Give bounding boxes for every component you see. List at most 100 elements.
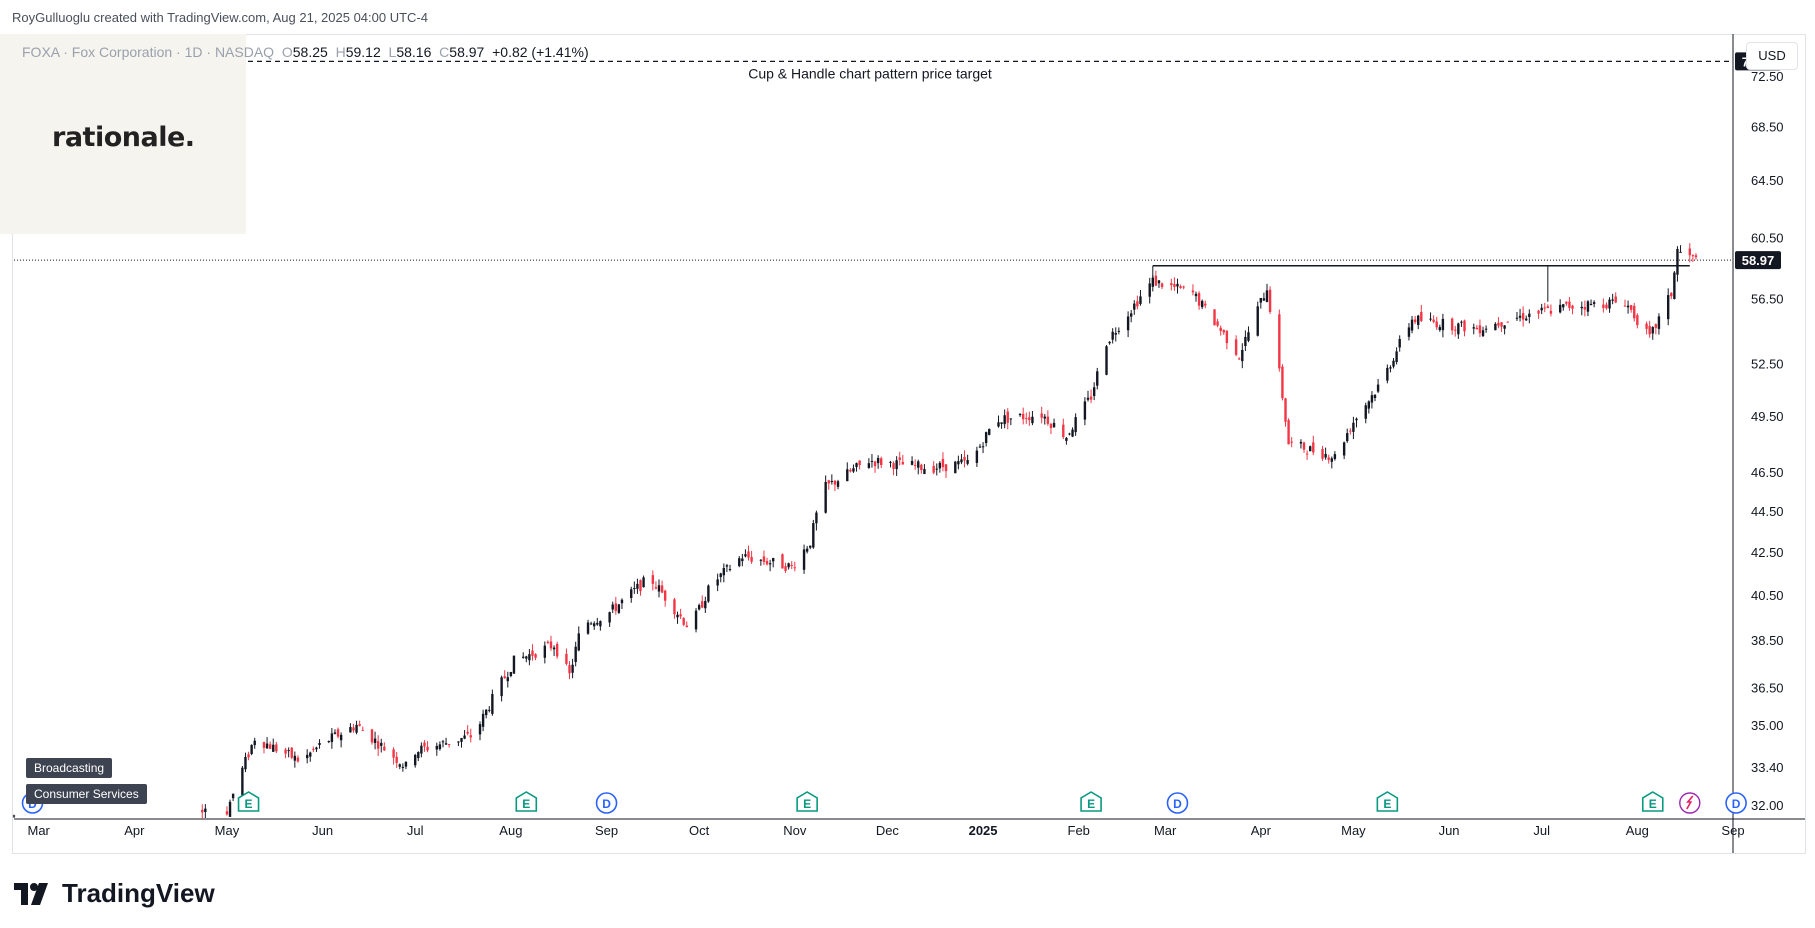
dividend-event-marker[interactable] — [1166, 792, 1189, 814]
candle-body — [1308, 446, 1312, 452]
candle-body — [1651, 327, 1654, 334]
candle-body — [228, 801, 232, 817]
candle-body — [1367, 401, 1371, 409]
candle-body — [1213, 309, 1216, 326]
candle-body — [954, 461, 957, 474]
candle-body — [1327, 457, 1330, 460]
candle-body — [250, 744, 253, 754]
candle-body — [404, 761, 408, 767]
candle-body — [722, 568, 726, 576]
candle-body — [932, 465, 935, 473]
price-tick-label: 38.50 — [1751, 633, 1784, 648]
candle-body — [633, 587, 636, 589]
candle-body — [1670, 292, 1673, 297]
industry-tag-consumer-services[interactable]: Consumer Services — [26, 784, 147, 804]
candle-body — [697, 605, 701, 610]
dividend-event-marker[interactable] — [595, 792, 618, 814]
candle-body — [272, 744, 275, 752]
candle-body — [1568, 301, 1571, 308]
time-tick-label: Sep — [595, 823, 618, 838]
candle-body — [663, 590, 667, 601]
candle-body — [917, 461, 920, 468]
tradingview-wordmark: TradingView — [62, 878, 215, 908]
time-tick-label: Jun — [312, 823, 333, 838]
time-tick-label: Oct — [689, 823, 710, 838]
candle-body — [1268, 289, 1272, 312]
candle-body — [318, 742, 321, 745]
candle-body — [1330, 458, 1333, 462]
tradingview-brand[interactable]: TradingView — [14, 878, 215, 909]
tradingview-logo-icon — [14, 882, 48, 905]
candle-body — [460, 738, 463, 742]
candle-body — [685, 625, 688, 628]
candle-body — [1389, 367, 1392, 369]
rationale-logo: rationale. — [52, 122, 195, 153]
earnings-event-letter: E — [803, 797, 811, 811]
currency-button[interactable]: USD — [1746, 42, 1798, 70]
candle-body — [1342, 442, 1346, 456]
dividend-event-letter: D — [1732, 797, 1741, 811]
earnings-event-marker[interactable] — [796, 791, 818, 812]
candle-body — [531, 650, 534, 656]
candle-body — [957, 461, 960, 465]
candle-body — [765, 560, 769, 565]
earnings-event-letter: E — [1087, 797, 1095, 811]
candle-body — [849, 469, 852, 472]
candle-body — [1654, 324, 1658, 328]
price-tick-label: 72.50 — [1751, 69, 1784, 84]
candle-body — [938, 462, 942, 469]
candle-body — [327, 741, 330, 743]
dividend-event-marker[interactable] — [1725, 792, 1747, 814]
candle-body — [614, 603, 618, 611]
candle-body — [880, 458, 883, 465]
candle-body — [1528, 313, 1531, 317]
earnings-event-marker[interactable] — [1376, 791, 1399, 812]
logo-watermark-box: rationale. — [0, 34, 246, 234]
candle-body — [1244, 336, 1247, 346]
candle-body — [1333, 454, 1337, 460]
candle-body — [762, 556, 766, 562]
candle-body — [1629, 305, 1633, 310]
earnings-event-marker[interactable] — [515, 791, 538, 812]
candle-body — [417, 752, 420, 759]
earnings-event-marker[interactable] — [1641, 791, 1664, 812]
earnings-event-marker[interactable] — [237, 791, 260, 812]
legend-open: 58.25 — [292, 44, 328, 60]
price-tick-label: 49.50 — [1751, 409, 1784, 424]
candle-body — [741, 558, 744, 562]
candle-body — [1089, 396, 1093, 400]
candle-body — [802, 549, 806, 570]
candle-body — [500, 677, 503, 697]
candle-body — [1136, 301, 1139, 307]
earnings-event-marker[interactable] — [1080, 791, 1102, 812]
candle-body — [701, 601, 704, 608]
candle-body — [1679, 251, 1682, 253]
candle-body — [1074, 417, 1077, 433]
candle-body — [484, 709, 488, 716]
candle-body — [503, 676, 506, 679]
candle-body — [565, 653, 568, 664]
candle-body — [1515, 317, 1519, 319]
price-tick-label: 46.50 — [1751, 465, 1784, 480]
candle-body — [975, 450, 979, 463]
candle-body — [1558, 304, 1562, 313]
last-price-badge — [1735, 251, 1781, 270]
time-tick-label: Jul — [1533, 823, 1550, 838]
candle-body — [1537, 310, 1540, 314]
candle-body — [728, 569, 732, 571]
candle-body — [12, 815, 16, 817]
candle-body — [1497, 322, 1500, 326]
candle-body — [988, 429, 991, 435]
candle-body — [1160, 283, 1164, 288]
candle-body — [284, 749, 287, 754]
candle-body — [333, 732, 337, 734]
price-tick-label: 44.50 — [1751, 504, 1784, 519]
candle-body — [855, 463, 858, 468]
candle-body — [1312, 442, 1315, 453]
candle-body — [781, 554, 784, 569]
candle-body — [1092, 387, 1096, 397]
candle-body — [1182, 286, 1185, 288]
industry-tag-broadcasting[interactable]: Broadcasting — [26, 758, 113, 778]
candle-body — [738, 558, 741, 567]
